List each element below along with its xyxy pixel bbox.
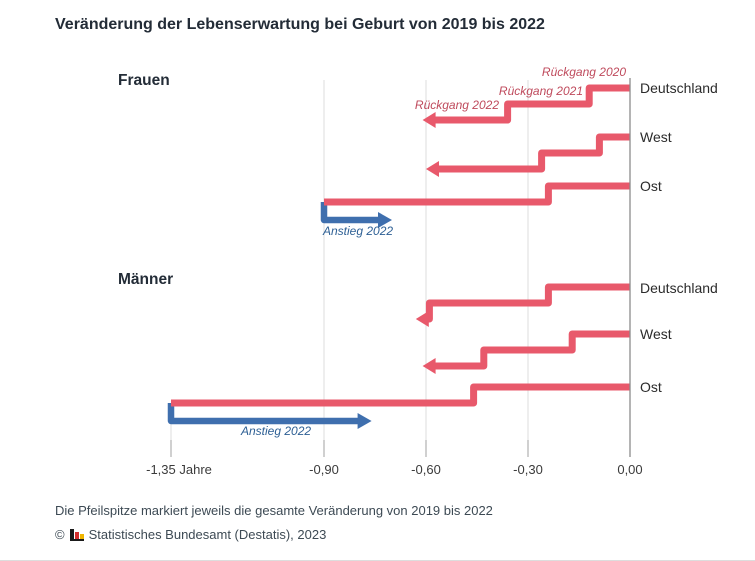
rise-arrowhead (357, 413, 372, 429)
decline-step-line (432, 330, 630, 370)
destatis-logo-icon (69, 528, 84, 541)
series-label-frauen-ost: Ost (640, 178, 662, 194)
annotation-rueckgang-2020: Rückgang 2020 (541, 65, 626, 79)
x-tick-label-minus-0-30: -0,30 (513, 462, 543, 477)
annotation-anstieg-2022-frauen: Anstieg 2022 (323, 224, 394, 238)
rise-arrow-line (320, 202, 382, 224)
chart-title: Veränderung der Lebenserwartung bei Gebu… (55, 16, 545, 33)
decline-arrowhead (415, 311, 429, 327)
series-label-maenner-deutschland: Deutschland (640, 280, 718, 296)
x-tick-label-minus-0-90: -0,90 (309, 462, 339, 477)
panel-heading-frauen: Frauen (118, 72, 170, 89)
annotation-rueckgang-2021: Rückgang 2021 (498, 84, 583, 98)
footnote: Die Pfeilspitze markiert jeweils die ges… (55, 503, 493, 518)
decline-step-line (432, 84, 630, 124)
copyright-symbol: © (55, 527, 65, 542)
decline-step-line (324, 182, 630, 206)
copyright-line: © Statistisches Bundesamt (Destatis), 20… (55, 527, 326, 542)
x-tick-label-minus-0-60: -0,60 (411, 462, 441, 477)
series-label-frauen-west: West (640, 129, 672, 145)
series-label-maenner-ost: Ost (640, 379, 662, 395)
decline-step-line (171, 383, 630, 407)
x-tick-label-minus-1-35: -1,35 Jahre (146, 462, 212, 477)
annotation-rueckgang-2022: Rückgang 2022 (414, 98, 499, 112)
panel-heading-maenner: Männer (118, 271, 174, 288)
decline-arrowhead (422, 112, 436, 128)
x-tick-label-0-00: 0,00 (617, 462, 643, 477)
series-label-frauen-deutschland: Deutschland (640, 80, 718, 96)
decline-arrowhead (426, 161, 439, 177)
rise-arrowhead (378, 212, 392, 228)
decline-step-line (436, 133, 630, 173)
annotation-anstieg-2022-maenner: Anstieg 2022 (241, 424, 312, 438)
series-label-maenner-west: West (640, 326, 672, 342)
rise-arrow-line (167, 403, 362, 425)
decline-arrowhead (422, 358, 436, 374)
copyright-text: Statistisches Bundesamt (Destatis), 2023 (88, 527, 327, 542)
